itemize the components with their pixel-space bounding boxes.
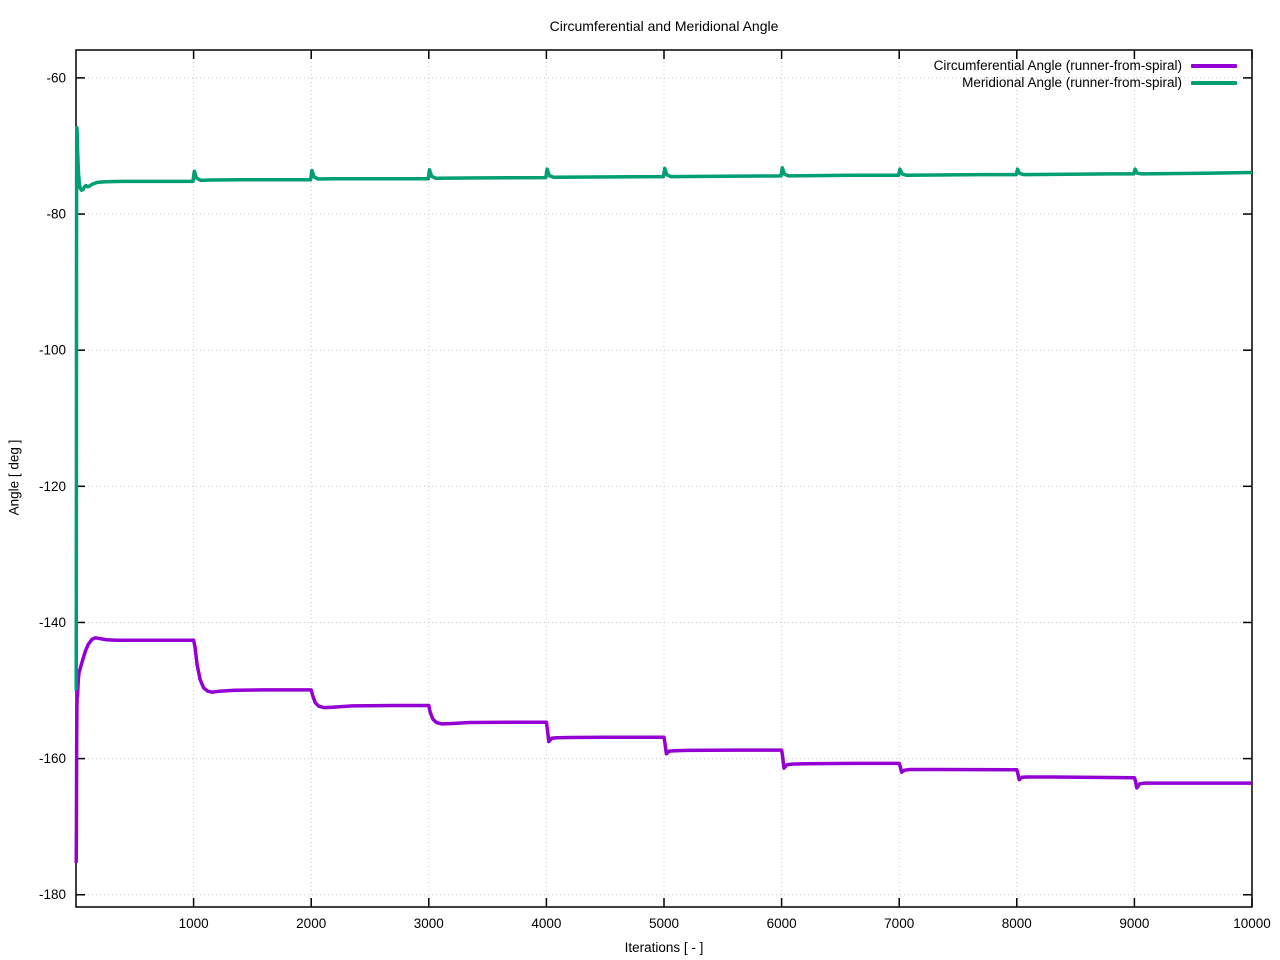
x-tick-label: 2000 <box>296 916 326 931</box>
y-tick-label: -140 <box>39 615 66 630</box>
x-tick-label: 10000 <box>1233 916 1271 931</box>
legend-label-circumferential-angle: Circumferential Angle (runner-from-spira… <box>933 58 1182 73</box>
x-axis-label: Iterations [ - ] <box>624 940 704 955</box>
y-tick-label: -100 <box>39 343 66 358</box>
y-tick-label: -80 <box>46 207 66 222</box>
x-tick-label: 5000 <box>649 916 679 931</box>
y-tick-label: -120 <box>39 479 66 494</box>
x-tick-label: 8000 <box>1002 916 1032 931</box>
x-tick-label: 4000 <box>531 916 561 931</box>
series-line-circumferential-angle <box>74 636 1252 863</box>
legend-label-meridional-angle: Meridional Angle (runner-from-spiral) <box>962 75 1182 90</box>
legend: Circumferential Angle (runner-from-spira… <box>933 58 1237 90</box>
y-axis-label: Angle [ deg ] <box>6 439 22 516</box>
x-tick-label: 1000 <box>179 916 209 931</box>
x-tick-label: 7000 <box>884 916 914 931</box>
y-tick-label: -60 <box>46 70 66 85</box>
legend-item-meridional-angle: Meridional Angle (runner-from-spiral) <box>934 75 1237 90</box>
legend-swatch-circumferential-angle <box>1191 63 1237 68</box>
series-line-meridional-angle <box>74 125 1253 691</box>
legend-swatch-meridional-angle <box>1191 80 1237 85</box>
y-tick-label: -180 <box>39 887 66 902</box>
y-tick-label: -160 <box>39 751 66 766</box>
x-tick-label: 9000 <box>1119 916 1149 931</box>
x-tick-label: 3000 <box>414 916 444 931</box>
legend-item-circumferential-angle: Circumferential Angle (runner-from-spira… <box>933 58 1237 73</box>
chart-title: Circumferential and Meridional Angle <box>549 18 779 34</box>
x-tick-label: 6000 <box>767 916 797 931</box>
